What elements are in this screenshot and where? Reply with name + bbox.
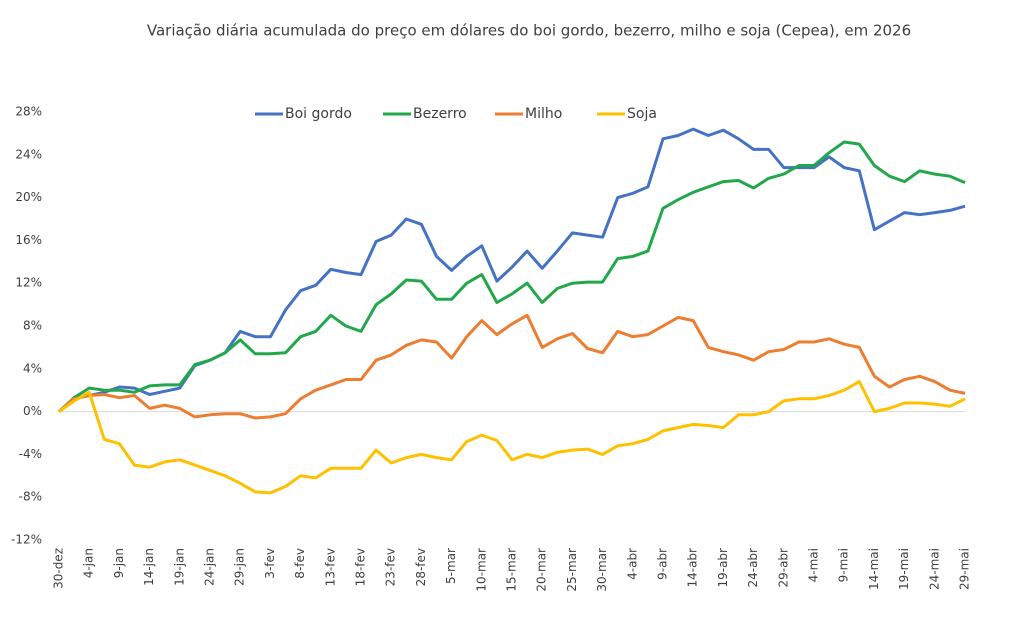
x-tick-label: 4-abr xyxy=(625,548,639,580)
x-tick-label: 29-abr xyxy=(776,548,790,588)
y-tick-label: -12% xyxy=(11,533,42,547)
y-tick-label: -8% xyxy=(19,490,42,504)
x-tick-label: 14-jan xyxy=(142,548,156,586)
x-tick-label: 4-mai xyxy=(807,548,821,582)
x-tick-label: 13-fev xyxy=(323,548,337,586)
x-tick-label: 5-mar xyxy=(444,548,458,584)
x-tick-label: 9-abr xyxy=(656,548,670,580)
legend-label: Soja xyxy=(627,106,657,122)
x-tick-label: 19-jan xyxy=(172,548,186,586)
y-tick-label: 24% xyxy=(15,147,42,161)
chart-title: Variação diária acumulada do preço em dó… xyxy=(147,22,911,40)
y-tick-label: 8% xyxy=(23,319,42,333)
x-tick-label: 8-fev xyxy=(293,548,307,579)
y-tick-label: -4% xyxy=(19,447,42,461)
x-tick-label: 10-mar xyxy=(474,548,488,592)
series-line xyxy=(57,140,966,413)
x-tick-label: 30-mar xyxy=(595,548,609,592)
legend-label: Milho xyxy=(525,106,562,122)
x-tick-label: 30-dez xyxy=(52,548,66,589)
x-tick-label: 15-mar xyxy=(505,548,519,592)
legend-label: Bezerro xyxy=(413,106,467,122)
x-tick-label: 9-mai xyxy=(837,548,851,582)
x-tick-label: 14-mai xyxy=(867,548,881,590)
x-tick-label: 4-jan xyxy=(82,548,96,578)
y-tick-label: 4% xyxy=(23,361,42,375)
x-tick-label: 25-mar xyxy=(565,548,579,592)
x-tick-label: 19-mai xyxy=(897,548,911,590)
x-tick-label: 19-abr xyxy=(716,548,730,588)
x-tick-label: 29-mai xyxy=(958,548,972,590)
x-tick-label: 20-mar xyxy=(535,548,549,592)
x-tick-label: 14-abr xyxy=(686,548,700,588)
x-tick-label: 24-jan xyxy=(203,548,217,586)
x-tick-label: 18-fev xyxy=(354,548,368,586)
x-tick-label: 24-mai xyxy=(927,548,941,590)
y-tick-label: 16% xyxy=(15,233,42,247)
x-tick-label: 29-jan xyxy=(233,548,247,586)
y-tick-label: 28% xyxy=(15,105,42,119)
x-tick-label: 9-jan xyxy=(112,548,126,578)
series-line xyxy=(58,313,966,420)
series-line xyxy=(58,380,966,495)
x-tick-label: 23-fev xyxy=(384,548,398,586)
legend-label: Boi gordo xyxy=(285,106,352,122)
y-tick-label: 20% xyxy=(15,190,42,204)
y-tick-label: 12% xyxy=(15,276,42,290)
x-tick-label: 3-fev xyxy=(263,548,277,579)
x-tick-label: 28-fev xyxy=(414,548,428,586)
x-tick-label: 24-abr xyxy=(746,548,760,588)
y-tick-label: 0% xyxy=(23,404,42,418)
